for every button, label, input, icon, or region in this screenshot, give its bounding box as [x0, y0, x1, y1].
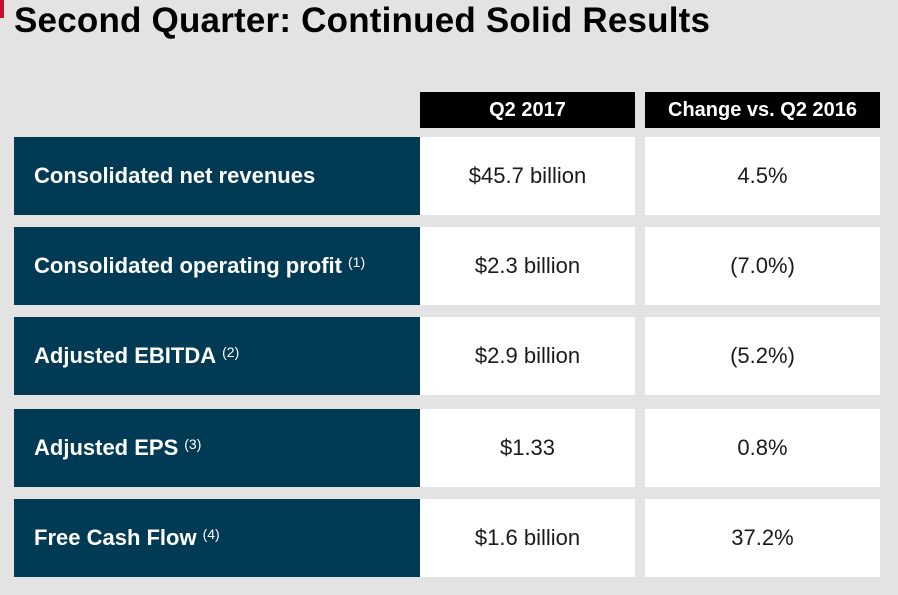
value-cell: $2.9 billion [420, 317, 635, 395]
footnote-marker: (4) [202, 526, 220, 542]
footnote-marker: (2) [222, 344, 240, 360]
change-cell: 37.2% [645, 499, 880, 577]
accent-mark [0, 0, 4, 18]
table-row: Consolidated net revenues $45.7 billion … [14, 137, 880, 215]
table-row: Free Cash Flow (4) $1.6 billion 37.2% [14, 499, 880, 577]
row-label: Adjusted EBITDA [34, 343, 217, 368]
footnote-marker: (3) [184, 436, 202, 452]
change-cell: 4.5% [645, 137, 880, 215]
row-label-cell: Adjusted EBITDA (2) [14, 317, 420, 395]
column-header-change: Change vs. Q2 2016 [645, 92, 880, 128]
column-header-q2-2017: Q2 2017 [420, 92, 635, 128]
page-title: Second Quarter: Continued Solid Results [14, 1, 711, 40]
table-row: Consolidated operating profit (1) $2.3 b… [14, 227, 880, 305]
table-row: Adjusted EPS (3) $1.33 0.8% [14, 409, 880, 487]
row-label: Consolidated operating profit [34, 253, 342, 278]
value-cell: $2.3 billion [420, 227, 635, 305]
table-row: Adjusted EBITDA (2) $2.9 billion (5.2%) [14, 317, 880, 395]
row-label-cell: Free Cash Flow (4) [14, 499, 420, 577]
row-label: Free Cash Flow [34, 525, 197, 550]
change-cell: 0.8% [645, 409, 880, 487]
value-cell: $1.6 billion [420, 499, 635, 577]
change-cell: (7.0%) [645, 227, 880, 305]
row-label: Consolidated net revenues [34, 163, 316, 188]
row-label: Adjusted EPS [34, 435, 179, 460]
footnote-marker: (1) [348, 254, 366, 270]
row-label-cell: Consolidated operating profit (1) [14, 227, 420, 305]
value-cell: $45.7 billion [420, 137, 635, 215]
row-label-cell: Consolidated net revenues [14, 137, 420, 215]
row-label-cell: Adjusted EPS (3) [14, 409, 420, 487]
change-cell: (5.2%) [645, 317, 880, 395]
value-cell: $1.33 [420, 409, 635, 487]
